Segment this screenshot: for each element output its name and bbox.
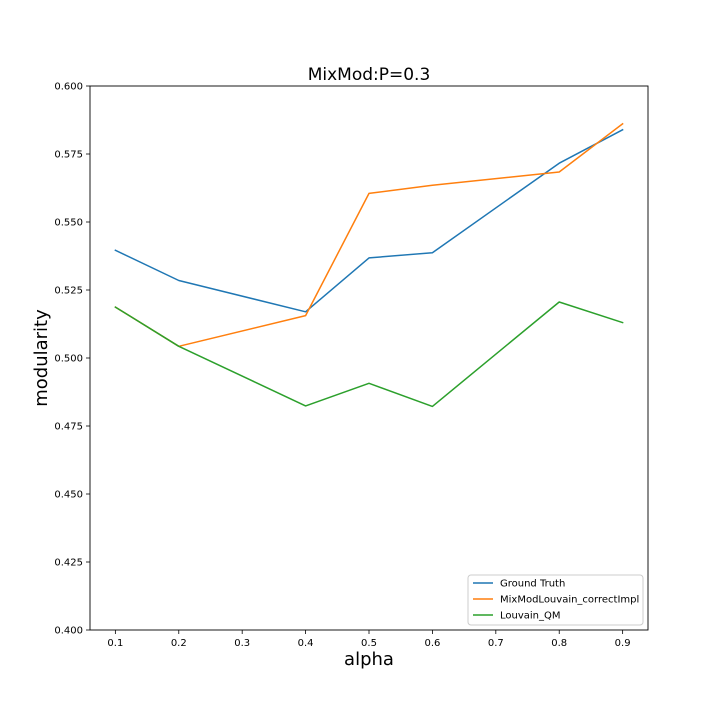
x-axis-title: alpha	[344, 649, 394, 670]
y-tick-label: 0.400	[54, 626, 83, 637]
series-layer	[114, 122, 624, 408]
x-tick-label: 0.3	[234, 638, 250, 649]
y-tick-label: 0.600	[54, 82, 83, 93]
x-tick-label: 0.4	[298, 638, 314, 649]
x-tick-label: 0.6	[424, 638, 440, 649]
x-tick-label: 0.1	[107, 638, 123, 649]
y-tick-label: 0.550	[54, 218, 83, 229]
y-tick-label: 0.450	[54, 490, 83, 501]
x-tick-label: 0.8	[551, 638, 567, 649]
y-tick-label: 0.575	[54, 150, 83, 161]
chart-title: MixMod:P=0.3	[308, 65, 431, 85]
x-tick-label: 0.5	[361, 638, 377, 649]
legend-frame	[467, 574, 644, 626]
y-tick-label: 0.500	[54, 354, 83, 365]
legend: Ground Truth MixModLouvain_correctImpl Lou…	[467, 574, 644, 626]
series-line-0	[114, 128, 624, 313]
legend-label-0: Ground Truth	[500, 579, 565, 590]
legend-label-1: MixModLouvain_correctImpl	[500, 595, 639, 606]
y-tick-label: 0.475	[54, 422, 83, 433]
x-axis: 0.1 0.2 0.3 0.4 0.5 0.6 0.7 0.8 0.9	[107, 630, 631, 649]
series-line-2	[114, 301, 624, 408]
y-axis-title: modularity	[31, 309, 52, 407]
y-tick-label: 0.525	[54, 286, 83, 297]
y-tick-label: 0.425	[54, 558, 83, 569]
x-tick-label: 0.2	[171, 638, 187, 649]
x-tick-label: 0.7	[488, 638, 504, 649]
legend-label-2: Louvain_QM	[500, 611, 561, 622]
x-tick-label: 0.9	[615, 638, 631, 649]
y-axis: 0.400 0.425 0.450 0.475 0.500 0.525 0.550 0.575…	[54, 82, 90, 637]
